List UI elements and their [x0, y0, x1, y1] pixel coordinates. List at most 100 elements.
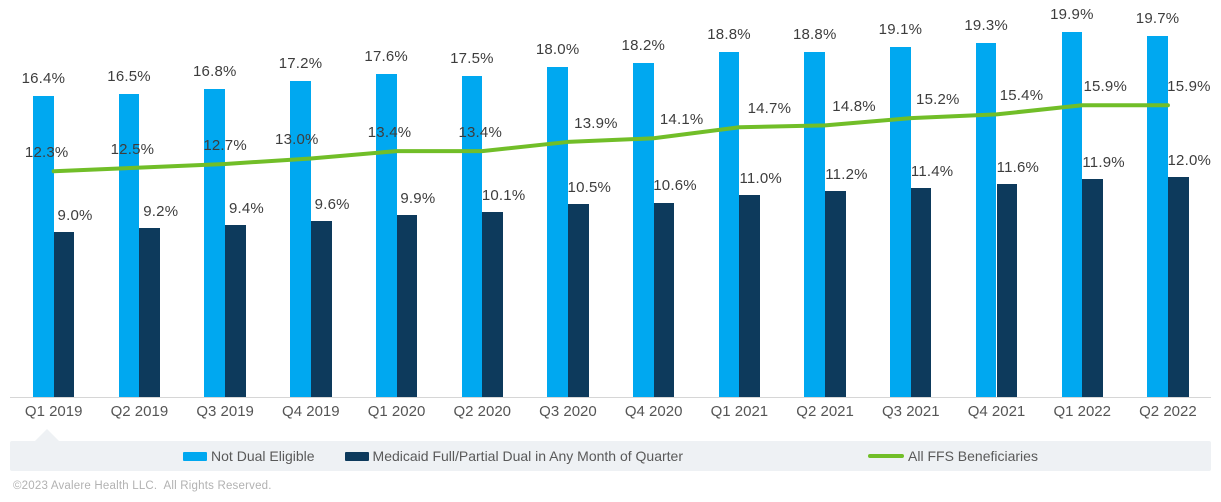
- value-label-all-ffs: 15.4%: [999, 87, 1044, 105]
- value-label-not-dual-eligible: 16.4%: [21, 70, 66, 88]
- value-label-medicaid-dual: 9.2%: [143, 203, 179, 221]
- bar-not-dual-eligible: [204, 88, 226, 397]
- bar-not-dual-eligible: [290, 81, 311, 397]
- value-label-not-dual-eligible: 18.0%: [535, 40, 580, 58]
- value-label-all-ffs: 12.5%: [110, 140, 155, 158]
- x-axis-label: Q2 2020: [453, 403, 512, 420]
- legend-notch: [35, 429, 59, 441]
- value-label-not-dual-eligible: 19.3%: [964, 16, 1008, 34]
- value-label-all-ffs: 15.2%: [916, 91, 960, 109]
- value-label-medicaid-dual: 11.4%: [910, 162, 954, 180]
- x-axis-label: Q1 2019: [24, 403, 83, 420]
- value-label-all-ffs: 14.7%: [747, 100, 792, 118]
- legend: Not Dual Eligible Medicaid Full/Partial …: [10, 429, 1211, 471]
- bar-not-dual-eligible: [375, 74, 397, 397]
- value-label-not-dual-eligible: 17.5%: [450, 49, 494, 67]
- bar-medicaid-dual: [1167, 176, 1189, 397]
- x-axis-label: Q3 2019: [196, 403, 254, 420]
- bar-medicaid-dual: [310, 220, 332, 397]
- copyright-text: ©2023 Avalere Health LLC. All Rights Res…: [13, 480, 272, 492]
- x-axis-label: Q2 2022: [1139, 403, 1197, 420]
- value-label-not-dual-eligible: 16.8%: [192, 62, 237, 80]
- value-label-not-dual-eligible: 16.5%: [107, 68, 151, 86]
- bar-medicaid-dual: [1082, 178, 1103, 397]
- bar-medicaid-dual: [996, 184, 1018, 397]
- bar-not-dual-eligible: [33, 96, 54, 397]
- bar-not-dual-eligible: [804, 52, 826, 397]
- bar-medicaid-dual: [739, 195, 761, 397]
- bar-not-dual-eligible: [718, 52, 740, 397]
- value-label-medicaid-dual: 11.6%: [996, 159, 1040, 177]
- bar-not-dual-eligible: [632, 63, 654, 397]
- x-axis-label: Q1 2022: [1053, 403, 1111, 420]
- value-label-not-dual-eligible: 17.2%: [278, 55, 323, 73]
- value-label-medicaid-dual: 9.0%: [57, 206, 93, 224]
- value-label-medicaid-dual: 11.9%: [1082, 153, 1125, 171]
- x-axis-label: Q2 2021: [796, 403, 854, 420]
- not-dual-eligible-swatch: [183, 451, 208, 461]
- value-label-all-ffs: 13.9%: [574, 114, 618, 132]
- legend-item-medicaid-dual: Medicaid Full/Partial Dual in Any Month …: [344, 448, 684, 464]
- x-axis-label: Q2 2019: [110, 403, 169, 420]
- legend-item-all-ffs: All FFS Beneficiaries: [868, 448, 1038, 464]
- bar-not-dual-eligible: [1061, 31, 1083, 397]
- x-axis-label: Q1 2021: [710, 403, 769, 420]
- legend-label-all-ffs: All FFS Beneficiaries: [908, 448, 1038, 464]
- ffs-beneficiaries-line: [51, 103, 1170, 174]
- value-label-all-ffs: 13.4%: [367, 124, 412, 142]
- value-label-all-ffs: 12.3%: [24, 144, 69, 162]
- legend-row: Not Dual Eligible Medicaid Full/Partial …: [10, 441, 1211, 471]
- value-label-all-ffs: 14.1%: [659, 111, 704, 129]
- x-axis-line: [10, 397, 1211, 398]
- value-label-medicaid-dual: 10.6%: [653, 177, 697, 195]
- bar-medicaid-dual: [396, 215, 418, 397]
- value-label-not-dual-eligible: 18.2%: [621, 37, 666, 55]
- value-label-medicaid-dual: 9.9%: [400, 190, 436, 208]
- bar-not-dual-eligible: [1147, 35, 1168, 397]
- plot-area: 16.4% 9.0% 12.3% 16.5% 9.2% 12.5% 16.8% 9.4% 12.…: [21, 5, 1212, 397]
- value-label-medicaid-dual: 12.0%: [1167, 151, 1212, 169]
- x-axis-label: Q4 2019: [282, 403, 340, 420]
- bar-medicaid-dual: [910, 187, 932, 397]
- value-label-all-ffs: 13.4%: [458, 124, 503, 142]
- bar-not-dual-eligible: [547, 66, 568, 397]
- bar-not-dual-eligible: [975, 42, 997, 397]
- value-label-not-dual-eligible: 19.1%: [878, 20, 923, 38]
- value-label-medicaid-dual: 11.2%: [825, 166, 868, 184]
- legend-label-medicaid-dual: Medicaid Full/Partial Dual in Any Month …: [372, 448, 684, 464]
- x-axis-labels: Q1 2019 Q2 2019 Q3 2019 Q4 2019 Q1 2020 Q2 20…: [0, 403, 1221, 423]
- value-label-all-ffs: 15.9%: [1083, 78, 1127, 96]
- value-label-not-dual-eligible: 18.8%: [792, 26, 837, 44]
- value-label-medicaid-dual: 9.6%: [314, 195, 350, 213]
- all-ffs-line-swatch: [868, 454, 905, 458]
- x-axis-label: Q1 2020: [367, 403, 426, 420]
- value-label-medicaid-dual: 10.5%: [567, 179, 612, 197]
- bar-medicaid-dual: [139, 228, 161, 397]
- bar-medicaid-dual: [482, 211, 503, 397]
- x-axis-label: Q4 2021: [967, 403, 1026, 420]
- value-label-all-ffs: 13.0%: [275, 131, 319, 149]
- value-label-not-dual-eligible: 19.7%: [1135, 9, 1180, 27]
- value-label-all-ffs: 14.8%: [832, 98, 876, 116]
- value-label-not-dual-eligible: 18.8%: [707, 26, 751, 44]
- value-label-all-ffs: 15.9%: [1167, 78, 1211, 96]
- bar-medicaid-dual: [825, 191, 846, 397]
- bar-medicaid-dual: [653, 202, 675, 397]
- value-label-not-dual-eligible: 19.9%: [1050, 5, 1094, 23]
- x-axis-label: Q3 2020: [539, 403, 597, 420]
- bar-medicaid-dual: [53, 231, 75, 397]
- x-axis-label: Q4 2020: [624, 403, 683, 420]
- legend-item-not-dual-eligible: Not Dual Eligible: [183, 448, 315, 464]
- x-axis-label: Q3 2021: [882, 403, 940, 420]
- bar-medicaid-dual: [225, 224, 246, 397]
- value-label-not-dual-eligible: 17.6%: [364, 48, 408, 66]
- value-label-medicaid-dual: 10.1%: [481, 186, 526, 204]
- bar-not-dual-eligible: [890, 46, 911, 397]
- bar-medicaid-dual: [567, 204, 589, 397]
- medicaid-dual-swatch: [344, 451, 369, 461]
- value-label-medicaid-dual: 9.4%: [228, 199, 264, 217]
- legend-label-not-dual-eligible: Not Dual Eligible: [211, 448, 315, 464]
- value-label-medicaid-dual: 11.0%: [739, 170, 782, 188]
- value-label-all-ffs: 12.7%: [203, 136, 247, 154]
